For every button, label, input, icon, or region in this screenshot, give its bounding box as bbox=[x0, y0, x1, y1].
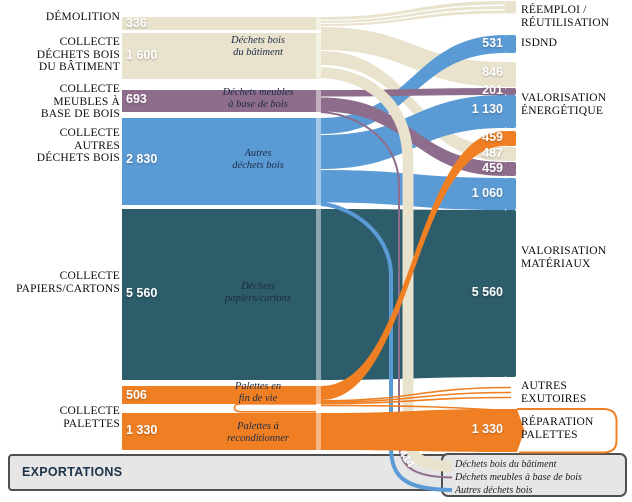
midlabel-fin-de-vie: Palettes en fin de vie bbox=[234, 381, 282, 404]
label-collecte-meubles: COLLECTE MEUBLES À BASE DE BOIS bbox=[40, 83, 120, 121]
value-2830: 2 830 bbox=[126, 152, 158, 166]
value-487: 487 bbox=[482, 146, 503, 160]
reparation-loop-right bbox=[517, 408, 618, 454]
right-node-bars bbox=[505, 1, 516, 377]
label-valorisation-materiaux: VALORISATION MATÉRIAUX bbox=[521, 245, 607, 270]
flow-846 bbox=[321, 27, 505, 87]
value-846: 846 bbox=[482, 65, 503, 79]
label-collecte-batiment: COLLECTE DÉCHETS BOIS DU BÂTIMENT bbox=[36, 36, 120, 74]
label-autres-exutoires: AUTRES EXUTOIRES bbox=[521, 380, 587, 405]
label-isdnd: ISDND bbox=[521, 37, 558, 49]
band-collecte-batiment bbox=[122, 33, 321, 79]
node-valorisation-materiaux bbox=[505, 210, 516, 377]
label-demolition: DÉMOLITION bbox=[45, 11, 120, 23]
exportations-label: EXPORTATIONS bbox=[22, 465, 123, 479]
exutoire-line-2 bbox=[320, 391, 512, 403]
value-336: 336 bbox=[126, 16, 147, 30]
midlabel-papiers: Déchets papiers/cartons bbox=[225, 281, 291, 304]
value-1330-left: 1 330 bbox=[126, 423, 158, 437]
flow-1330 bbox=[321, 409, 505, 452]
flow-reemploi-2 bbox=[321, 6, 505, 23]
node-487 bbox=[505, 147, 516, 161]
midlabel-autres-bois: Autres déchets bois bbox=[232, 148, 284, 171]
midlabel-batiment: Déchets bois du bâtiment bbox=[231, 35, 285, 58]
midnode-batiment bbox=[316, 17, 321, 79]
band-collecte-papiers bbox=[122, 209, 321, 380]
left-bands bbox=[122, 17, 321, 450]
midnode-autres-bois bbox=[316, 118, 321, 205]
midlabel-meubles: Déchets meubles à base de bois bbox=[222, 87, 294, 110]
legend-item-batiment: Déchets bois du bâtiment bbox=[455, 459, 557, 470]
value-414-export: 414 bbox=[396, 448, 417, 470]
midnode-papiers bbox=[316, 209, 321, 380]
export-strand-autres-bois bbox=[320, 202, 453, 492]
export-strand-meubles bbox=[320, 111, 453, 479]
exutoire-line-1 bbox=[320, 386, 512, 402]
midnode-fin-de-vie bbox=[316, 386, 321, 404]
label-collecte-autres-bois: COLLECTE AUTRES DÉCHETS BOIS bbox=[36, 127, 120, 165]
value-5560-left: 5 560 bbox=[126, 286, 158, 300]
flows-orange bbox=[233, 131, 618, 454]
middle-node-bars bbox=[316, 17, 321, 450]
midnode-meubles bbox=[316, 90, 321, 112]
flow-reemploi-3 bbox=[321, 10, 505, 26]
exutoire-line-3 bbox=[320, 396, 512, 405]
label-reemploi: RÉEMPLOI / RÉUTILISATION bbox=[521, 4, 610, 29]
value-1330-right: 1 330 bbox=[471, 422, 503, 436]
value-5560-right: 5 560 bbox=[471, 285, 503, 299]
band-demolition bbox=[122, 17, 321, 30]
value-1600: 1 600 bbox=[126, 48, 158, 62]
label-reparation-palettes: RÉPARATION PALETTES bbox=[521, 416, 594, 441]
midnode-reconditionner bbox=[316, 413, 321, 450]
label-collecte-papiers: COLLECTE PAPIERS/CARTONS bbox=[16, 270, 120, 295]
value-201: 201 bbox=[482, 83, 503, 97]
flow-reemploi-1 bbox=[321, 1, 505, 20]
value-459-meubles: 459 bbox=[482, 161, 503, 175]
flows-beige bbox=[321, 1, 505, 161]
legend-item-autres-bois: Autres déchets bois bbox=[455, 485, 533, 496]
midlabel-reconditionner: Palettes à reconditionner bbox=[226, 421, 289, 444]
band-collecte-autres-bois bbox=[122, 118, 321, 205]
node-1060 bbox=[505, 178, 516, 210]
node-reparation-arrow bbox=[505, 409, 525, 452]
legend-item-meubles: Déchets meubles à base de bois bbox=[455, 472, 582, 483]
node-846 bbox=[505, 62, 516, 87]
band-palettes-fin-de-vie bbox=[122, 386, 321, 404]
node-reemploi bbox=[505, 1, 516, 14]
label-collecte-palettes: COLLECTE PALETTES bbox=[59, 405, 120, 430]
band-palettes-reconditionner bbox=[122, 413, 321, 450]
value-459-palettes: 459 bbox=[482, 130, 503, 144]
label-valorisation-energetique: VALORISATION ÉNERGÉTIQUE bbox=[521, 92, 607, 117]
band-collecte-meubles bbox=[122, 90, 321, 112]
export-strand-batiment bbox=[320, 67, 453, 472]
node-1130 bbox=[505, 95, 516, 128]
node-459-palettes bbox=[505, 131, 516, 146]
export-strands bbox=[320, 67, 453, 492]
flow-487 bbox=[321, 51, 505, 161]
legend-box bbox=[441, 453, 627, 497]
value-1060: 1 060 bbox=[471, 186, 503, 200]
node-459-meubles bbox=[505, 162, 516, 176]
value-693: 693 bbox=[126, 92, 147, 106]
value-506: 506 bbox=[126, 388, 147, 402]
value-1130: 1 130 bbox=[471, 102, 503, 116]
flow-459-meubles bbox=[321, 97, 505, 176]
value-531: 531 bbox=[482, 36, 503, 50]
reparation-return-loop-left bbox=[233, 403, 316, 413]
node-isdnd bbox=[505, 35, 516, 53]
flow-459-palettes bbox=[321, 131, 505, 400]
node-201 bbox=[505, 88, 516, 95]
